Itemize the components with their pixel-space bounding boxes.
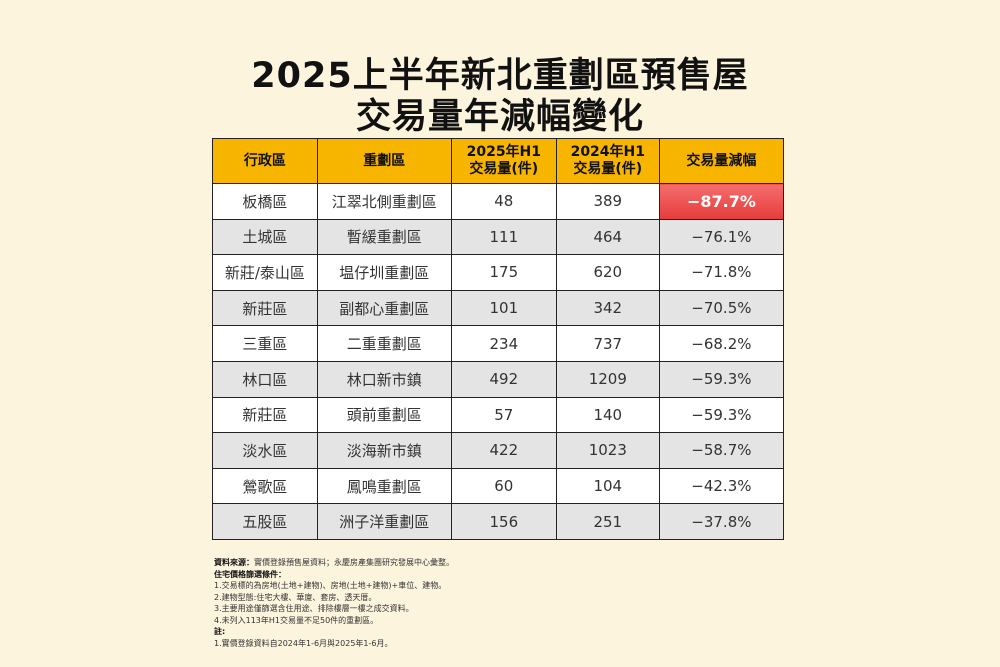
table-cell: 1209 xyxy=(555,360,660,398)
table-cell: 三重區 xyxy=(212,325,318,362)
table-cell: 175 xyxy=(450,254,557,291)
data-table: 行政區 重劃區 2025年H1 交易量(件) 2024年H1 交易量(件) 交易量減幅 板橋區… xyxy=(212,138,785,540)
table-cell: 620 xyxy=(555,254,660,291)
header-cell: 2024年H1 交易量(件) xyxy=(555,138,660,184)
table-cell: 副都心重劃區 xyxy=(316,289,452,327)
table-cell: 淡水區 xyxy=(212,432,318,469)
note-line: 4.未列入113年H1交易量不足50件的重劃區。 xyxy=(214,615,379,625)
table-cell: 342 xyxy=(555,289,660,327)
table-row: 林口區 林口新市鎮 492 1209 −59.3% xyxy=(212,360,785,398)
table-cell: 林口區 xyxy=(212,360,318,398)
table-cell: 鳳鳴重劃區 xyxy=(316,467,452,505)
table-cell: −87.7% xyxy=(658,183,785,220)
note-line: 3.主要用途僅篩選含住用途、排除樓層一樓之成交資料。 xyxy=(214,604,414,613)
table-cell: 389 xyxy=(555,183,660,220)
header-cell: 重劃區 xyxy=(316,138,452,184)
table-row: 板橋區 江翠北側重劃區 48 389 −87.7% xyxy=(212,183,785,220)
table-cell: 60 xyxy=(450,467,557,505)
table-cell: −71.8% xyxy=(658,254,785,291)
table-row: 三重區 二重重劃區 234 737 −68.2% xyxy=(212,325,785,362)
table-cell: 251 xyxy=(555,503,660,540)
header-row: 行政區 重劃區 2025年H1 交易量(件) 2024年H1 交易量(件) 交易量減幅 xyxy=(212,138,785,184)
note-label: 資料來源： xyxy=(214,558,254,567)
table-cell: 156 xyxy=(450,503,557,540)
notes: 資料來源：實價登錄預售屋資料；永慶房產集團研究發展中心彙整。 住宅價格篩選條件：… xyxy=(214,557,454,649)
table-cell: 422 xyxy=(450,432,557,469)
table-cell: 頭前重劃區 xyxy=(316,396,452,434)
header-text: 2025年H1 xyxy=(466,144,542,160)
header-text: 交易量(件) xyxy=(573,161,643,177)
table-cell: 57 xyxy=(450,396,557,434)
table-row: 鶯歌區 鳳鳴重劃區 60 104 −42.3% xyxy=(212,467,785,505)
table-row: 淡水區 淡海新市鎮 422 1023 −58.7% xyxy=(212,432,785,469)
header-text: 交易量減幅 xyxy=(686,152,757,169)
table-cell: 48 xyxy=(450,183,557,220)
header-cell: 行政區 xyxy=(212,138,318,184)
table-cell: −37.8% xyxy=(658,503,785,540)
note-line: 1.交易標的為房地(土地+建物)、房地(土地+建物)+車位、建物。 xyxy=(214,581,447,590)
table-cell: 鶯歌區 xyxy=(212,467,318,505)
criteria-list: 1.交易標的為房地(土地+建物)、房地(土地+建物)+車位、建物。 2.建物型態:… xyxy=(214,580,454,626)
title-line: 2025上半年新北重劃區預售屋 xyxy=(251,56,749,96)
table-row: 新莊/泰山區 塭仔圳重劃區 175 620 −71.8% xyxy=(212,254,785,291)
table-cell: 塭仔圳重劃區 xyxy=(316,254,452,291)
header-cell: 交易量減幅 xyxy=(658,138,785,184)
table-cell: −59.3% xyxy=(658,360,785,398)
note-line: 1.實價登錄資料自2024年1-6月與2025年1-6月。 xyxy=(214,638,393,648)
table-cell: 492 xyxy=(450,360,557,398)
table-cell: 暫緩重劃區 xyxy=(316,218,452,256)
table-cell: 104 xyxy=(555,467,660,505)
table-cell: −76.1% xyxy=(658,218,785,256)
remark-list: 1.實價登錄資料自2024年1-6月與2025年1-6月。 xyxy=(214,638,454,650)
table-cell: 234 xyxy=(450,325,557,362)
table-cell: −58.7% xyxy=(658,432,785,469)
note-label: 住宅價格篩選條件： xyxy=(214,569,286,579)
table-cell: 五股區 xyxy=(212,503,318,540)
table-cell: 737 xyxy=(555,325,660,362)
criteria-label: 住宅價格篩選條件： xyxy=(214,569,454,581)
table-cell: 江翠北側重劃區 xyxy=(316,183,452,220)
table-cell: 新莊區 xyxy=(212,396,318,434)
table-cell: −59.3% xyxy=(658,396,785,434)
table-row: 新莊區 副都心重劃區 101 342 −70.5% xyxy=(212,289,785,327)
header-text: 2024年H1 xyxy=(570,144,646,160)
table-cell: 新莊/泰山區 xyxy=(212,254,318,291)
table-body: 板橋區 江翠北側重劃區 48 389 −87.7% 土城區 暫緩重劃區 111 464 −76.1… xyxy=(212,183,785,540)
note-line: 2.建物型態:住宅大樓、華廈、套房、透天厝。 xyxy=(214,592,377,602)
table-cell: −42.3% xyxy=(658,467,785,505)
note-label: 註: xyxy=(214,627,226,636)
header-text: 重劃區 xyxy=(363,152,406,169)
header-text: 行政區 xyxy=(243,152,286,169)
table-cell: 林口新市鎮 xyxy=(316,360,452,398)
table-row: 五股區 洲子洋重劃區 156 251 −37.8% xyxy=(212,503,785,540)
table-row: 土城區 暫緩重劃區 111 464 −76.1% xyxy=(212,218,785,256)
table-cell: 板橋區 xyxy=(212,183,318,220)
source-line: 資料來源：實價登錄預售屋資料；永慶房產集團研究發展中心彙整。 xyxy=(214,557,454,569)
table-cell: 140 xyxy=(555,396,660,434)
table-cell: 101 xyxy=(450,289,557,327)
table-cell: 洲子洋重劃區 xyxy=(316,503,452,540)
header-cell: 2025年H1 交易量(件) xyxy=(450,138,557,184)
table-cell: 二重重劃區 xyxy=(316,325,452,362)
table-cell: 464 xyxy=(555,218,660,256)
table-cell: −68.2% xyxy=(658,325,785,362)
table-cell: 土城區 xyxy=(212,218,318,256)
table-cell: 1023 xyxy=(555,432,660,469)
remark-label: 註: xyxy=(214,626,454,638)
note-text: 實價登錄預售屋資料；永慶房產集團研究發展中心彙整。 xyxy=(254,558,454,567)
header-text: 交易量(件) xyxy=(469,161,539,177)
table-cell: 新莊區 xyxy=(212,289,318,327)
table-row: 新莊區 頭前重劃區 57 140 −59.3% xyxy=(212,396,785,434)
table-cell: 淡海新市鎮 xyxy=(316,432,452,469)
table-cell: 111 xyxy=(450,218,557,256)
table-cell: −70.5% xyxy=(658,289,785,327)
title-line: 交易量年減幅變化 xyxy=(355,97,644,137)
